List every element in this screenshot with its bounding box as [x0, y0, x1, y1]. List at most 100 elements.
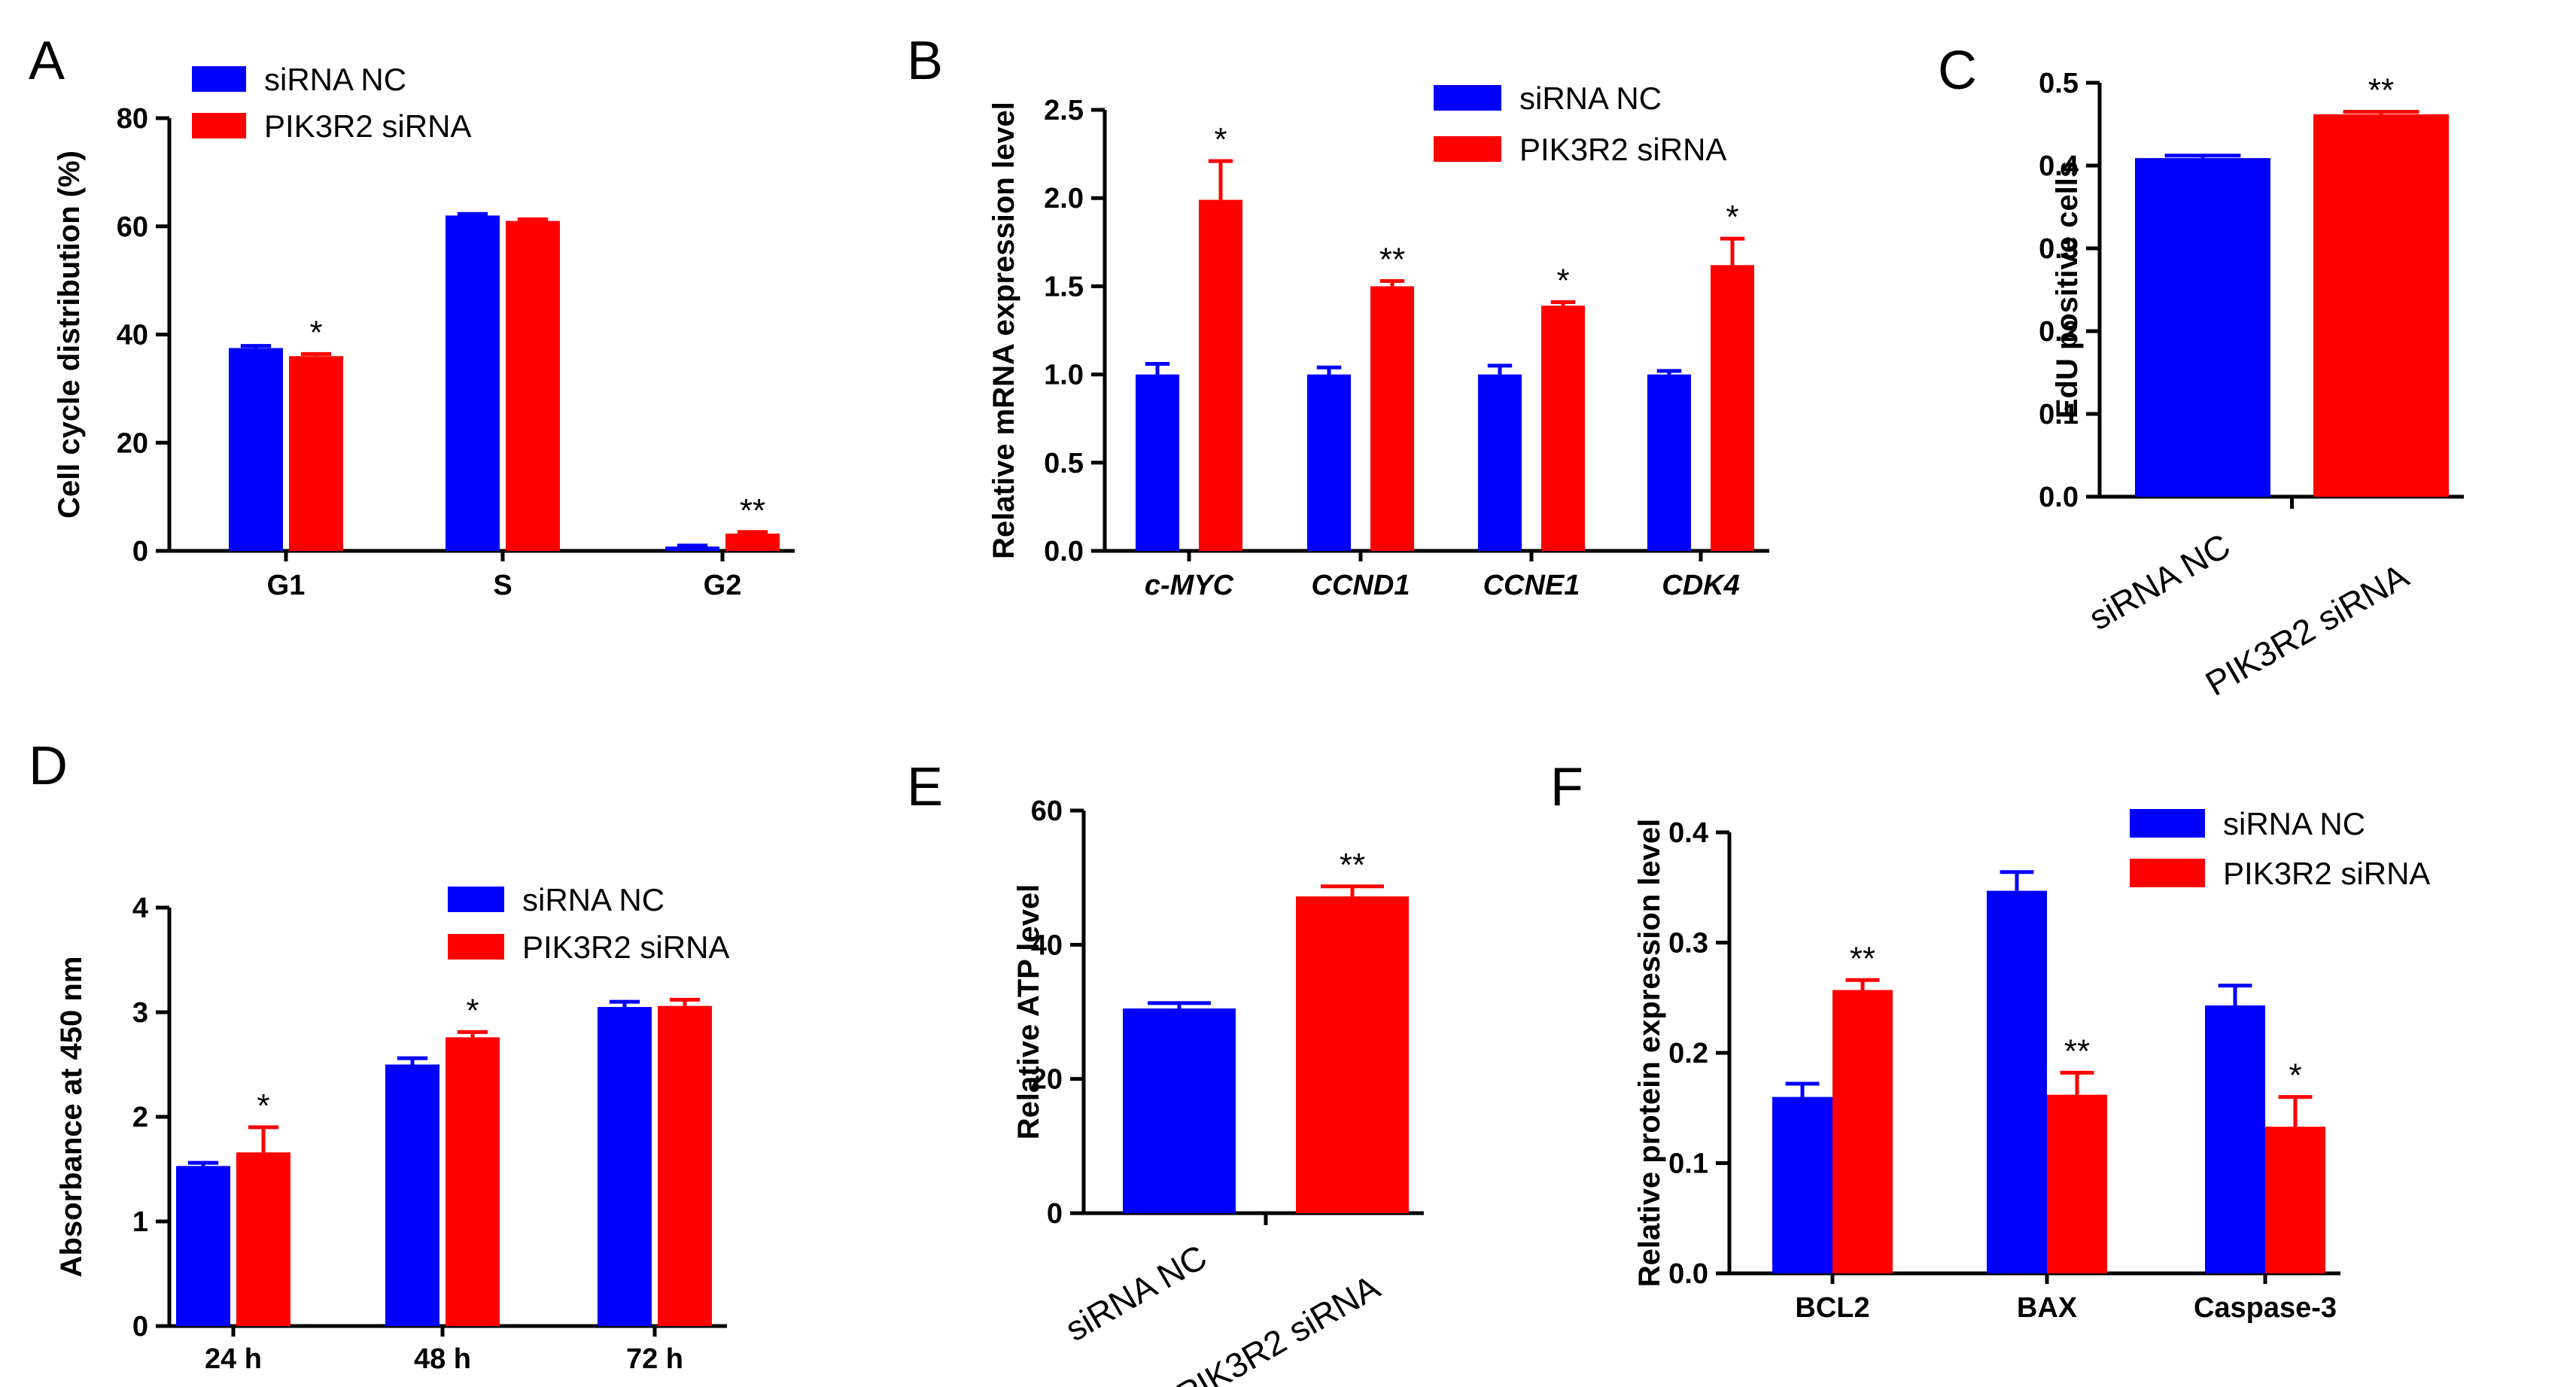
- bar: [1832, 990, 1893, 1273]
- significance-mark: *: [2289, 1057, 2301, 1094]
- y-tick-label: 0: [132, 536, 148, 567]
- bar: [665, 546, 719, 551]
- panel-B: B 0.0 0.5 1.0 1.5 2.0 2.5 Relative mRNA express…: [907, 31, 1769, 601]
- y-tick-label: 0.5: [1044, 448, 1084, 479]
- bar: [506, 221, 560, 551]
- legend-swatch: [1434, 85, 1501, 111]
- y-tick-label: 20: [117, 427, 148, 459]
- legend-swatch: [192, 66, 246, 92]
- y-tick-label: 0.0: [1044, 536, 1084, 567]
- y-tick-label: 0.4: [2039, 151, 2079, 182]
- x-tick-label: S: [493, 570, 512, 601]
- bar: [385, 1064, 439, 1326]
- y-axis-label: EdU positive cells: [2051, 161, 2084, 418]
- y-tick-label: 0.4: [1668, 817, 1708, 849]
- y-tick-label: 0.2: [2039, 316, 2079, 348]
- y-tick-label: 80: [117, 103, 148, 135]
- legend-label: PIK3R2 siRNA: [1519, 132, 1726, 167]
- legend-swatch: [1434, 136, 1501, 162]
- y-tick-label: 60: [1031, 795, 1063, 827]
- x-tick-label: BAX: [2017, 1292, 2078, 1324]
- bar: [658, 1005, 712, 1326]
- x-tick-label: 48 h: [414, 1343, 471, 1375]
- significance-mark: *: [466, 992, 479, 1029]
- bar: [1987, 890, 2047, 1273]
- bar: [1711, 265, 1754, 551]
- y-tick-label: 0: [1047, 1198, 1063, 1230]
- legend-swatch: [192, 113, 246, 138]
- y-axis-label: Relative mRNA expression level: [987, 102, 1020, 559]
- x-tick-label: CDK4: [1662, 570, 1739, 601]
- y-tick-label: 0.5: [2039, 68, 2079, 99]
- legend-swatch: [448, 934, 504, 960]
- y-tick-label: 0.0: [1668, 1258, 1708, 1290]
- panel-label: F: [1550, 757, 1583, 817]
- x-tick-label: CCND1: [1312, 570, 1410, 601]
- panel-label: D: [29, 736, 68, 796]
- y-tick-label: 1.0: [1044, 360, 1084, 391]
- bar: [2135, 158, 2270, 497]
- legend-label: PIK3R2 siRNA: [522, 929, 729, 965]
- bar: [1772, 1097, 1832, 1273]
- x-tick-label: PIK3R2 siRNA: [2199, 555, 2416, 703]
- y-tick-label: 4: [132, 893, 148, 924]
- significance-mark: *: [257, 1087, 269, 1124]
- significance-mark: **: [1340, 847, 1365, 884]
- bar: [446, 215, 500, 551]
- y-tick-label: 0.1: [1668, 1148, 1708, 1180]
- y-tick-label: 1.5: [1044, 271, 1084, 303]
- x-tick-label: c-MYC: [1145, 570, 1234, 601]
- bar: [1647, 374, 1691, 551]
- bar: [2313, 114, 2449, 497]
- legend-label: siRNA NC: [2223, 806, 2365, 841]
- panel-label: A: [29, 31, 65, 91]
- x-tick-label: siRNA NC: [2082, 526, 2237, 638]
- x-tick-label: PIK3R2 siRNA: [1170, 1267, 1387, 1387]
- y-tick-label: 2: [132, 1102, 148, 1133]
- bar: [289, 356, 343, 551]
- legend-swatch: [448, 887, 504, 912]
- bar: [2265, 1127, 2325, 1273]
- bar: [598, 1007, 652, 1326]
- significance-mark: **: [2064, 1033, 2090, 1069]
- y-tick-label: 60: [117, 211, 148, 243]
- y-axis-label: Absorbance at 450 nm: [55, 957, 88, 1278]
- x-tick-label: 24 h: [205, 1343, 262, 1375]
- significance-mark: **: [2368, 72, 2394, 109]
- y-axis-label: Relative ATP level: [1012, 884, 1045, 1139]
- significance-mark: **: [740, 492, 765, 529]
- legend-swatch: [2130, 859, 2205, 887]
- x-tick-label: BCL2: [1795, 1292, 1869, 1324]
- y-tick-label: 3: [132, 997, 148, 1029]
- significance-mark: *: [1726, 199, 1738, 236]
- legend-label: PIK3R2 siRNA: [2223, 856, 2430, 891]
- panel-D: D 0 1 2 3 4 Absorbance at 450 nm * * 24 h 48 h 72 h…: [29, 736, 729, 1375]
- bar: [229, 348, 283, 551]
- legend-label: PIK3R2 siRNA: [264, 108, 471, 144]
- significance-mark: **: [1379, 241, 1405, 278]
- bar: [1296, 896, 1409, 1213]
- y-tick-label: 0.3: [2039, 233, 2079, 265]
- y-tick-label: 0.1: [2039, 399, 2079, 430]
- significance-mark: *: [1556, 262, 1569, 299]
- legend-label: siRNA NC: [522, 882, 665, 917]
- significance-mark: *: [309, 314, 322, 351]
- bar: [2205, 1005, 2265, 1273]
- y-tick-label: 0.3: [1668, 928, 1708, 960]
- bar: [236, 1152, 290, 1326]
- bar: [1199, 199, 1242, 551]
- bar: [1307, 374, 1351, 551]
- bar: [1136, 374, 1179, 551]
- x-tick-label: G2: [704, 570, 742, 601]
- y-axis-label: Relative protein expression level: [1633, 819, 1666, 1287]
- panel-C: C 0.0 0.1 0.2 0.3 0.4 0.5 EdU positive cells ** s…: [1938, 41, 2464, 703]
- x-tick-label: Caspase-3: [2194, 1292, 2337, 1324]
- y-tick-label: 40: [1031, 929, 1063, 961]
- legend-label: siRNA NC: [1519, 81, 1662, 116]
- y-axis-label: Cell cycle distribution (%): [53, 151, 86, 519]
- bar: [1478, 374, 1522, 551]
- x-tick-label: G1: [267, 570, 306, 601]
- y-tick-label: 2.5: [1044, 95, 1084, 126]
